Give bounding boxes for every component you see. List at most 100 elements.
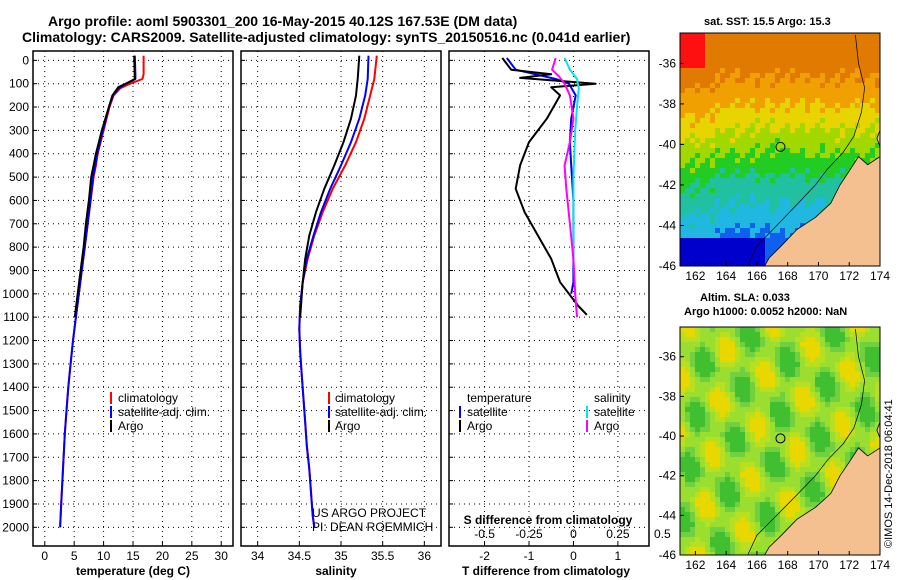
map-cell <box>740 397 746 403</box>
map-cell <box>845 367 851 373</box>
map-cell <box>745 248 751 254</box>
map-cell <box>680 233 686 239</box>
map-cell <box>810 133 816 139</box>
map-cell <box>860 128 866 134</box>
map-cell <box>745 103 751 109</box>
map-cell <box>735 442 741 448</box>
map-cell <box>695 193 701 199</box>
map-cell <box>865 58 871 64</box>
map-cell <box>715 362 721 368</box>
map-cell <box>740 243 746 249</box>
map-cell <box>745 507 751 513</box>
map-cell <box>860 407 866 413</box>
map-cell <box>745 88 751 94</box>
map-cell <box>725 228 731 234</box>
map-cell <box>810 477 816 483</box>
map-cell <box>750 407 756 413</box>
map-cell <box>680 362 686 368</box>
map-cell <box>730 123 736 129</box>
map-cell <box>755 497 761 503</box>
map-cell <box>730 113 736 119</box>
map-cell <box>685 392 691 398</box>
map-cell <box>740 223 746 229</box>
map-cell <box>755 213 761 219</box>
map-cell <box>785 158 791 164</box>
map-cell <box>725 367 731 373</box>
map-cell <box>725 143 731 149</box>
map-cell <box>825 58 831 64</box>
map-cell <box>830 53 836 59</box>
map-cell <box>755 33 761 39</box>
map-cell <box>875 143 880 149</box>
map-cell <box>775 173 781 179</box>
map-cell <box>760 372 766 378</box>
map-cell <box>685 437 691 443</box>
map-cell <box>700 387 706 393</box>
map-cell <box>685 108 691 114</box>
map-cell <box>795 188 801 194</box>
map-cell <box>740 402 746 408</box>
map-cell <box>845 332 851 338</box>
map-cell <box>770 243 776 249</box>
map-cell <box>785 233 791 239</box>
map-cell <box>810 183 816 189</box>
map-cell <box>725 188 731 194</box>
map-cell <box>745 213 751 219</box>
map-cell <box>775 238 781 244</box>
map-cell <box>820 427 826 433</box>
map-cell <box>740 477 746 483</box>
map-cell <box>820 452 826 458</box>
map-cell <box>700 168 706 174</box>
map-cell <box>780 98 786 104</box>
map-cell <box>705 233 711 239</box>
map-cell <box>725 427 731 433</box>
map-cell <box>680 218 686 224</box>
map-cell <box>745 218 751 224</box>
map-cell <box>700 213 706 219</box>
map-cell <box>760 133 766 139</box>
map-cell <box>755 258 761 264</box>
map-cell <box>810 98 816 104</box>
map-cell <box>695 357 701 363</box>
map-cell <box>730 173 736 179</box>
map-cell <box>860 133 866 139</box>
map-cell <box>815 133 821 139</box>
map-cell <box>695 552 701 555</box>
map-cell <box>730 223 736 229</box>
map-cell <box>865 382 871 388</box>
map-cell <box>870 352 876 358</box>
map-cell <box>745 118 751 124</box>
map-cell <box>810 497 816 503</box>
map-cell <box>700 203 706 209</box>
map-cell <box>685 48 691 54</box>
map-cell <box>870 397 876 403</box>
map-cell <box>760 193 766 199</box>
map-cell <box>715 33 721 39</box>
map-cell <box>875 372 880 378</box>
map-cell <box>815 447 821 453</box>
map-cell <box>770 78 776 84</box>
map-cell <box>695 417 701 423</box>
map-cell <box>770 118 776 124</box>
legend-clim-label: climatology <box>118 391 178 405</box>
map-cell <box>775 412 781 418</box>
map-cell <box>795 98 801 104</box>
map-cell <box>770 537 776 543</box>
map-cell <box>720 327 726 333</box>
map-cell <box>765 163 771 169</box>
map-cell <box>830 412 836 418</box>
map-cell <box>735 63 741 69</box>
map-cell <box>785 78 791 84</box>
map-cell <box>690 347 696 353</box>
map-cell <box>770 148 776 154</box>
map-cell <box>750 243 756 249</box>
map-cell <box>690 148 696 154</box>
map-cell <box>845 133 851 139</box>
title-line1: Argo profile: aoml 5903301_200 16-May-20… <box>48 13 517 29</box>
map-cell <box>790 412 796 418</box>
map-cell <box>720 537 726 543</box>
map-cell <box>760 218 766 224</box>
map-cell <box>680 193 686 199</box>
map-cell <box>720 407 726 413</box>
sla-map-title2: Argo h1000: 0.0052 h2000: NaN <box>684 306 847 318</box>
